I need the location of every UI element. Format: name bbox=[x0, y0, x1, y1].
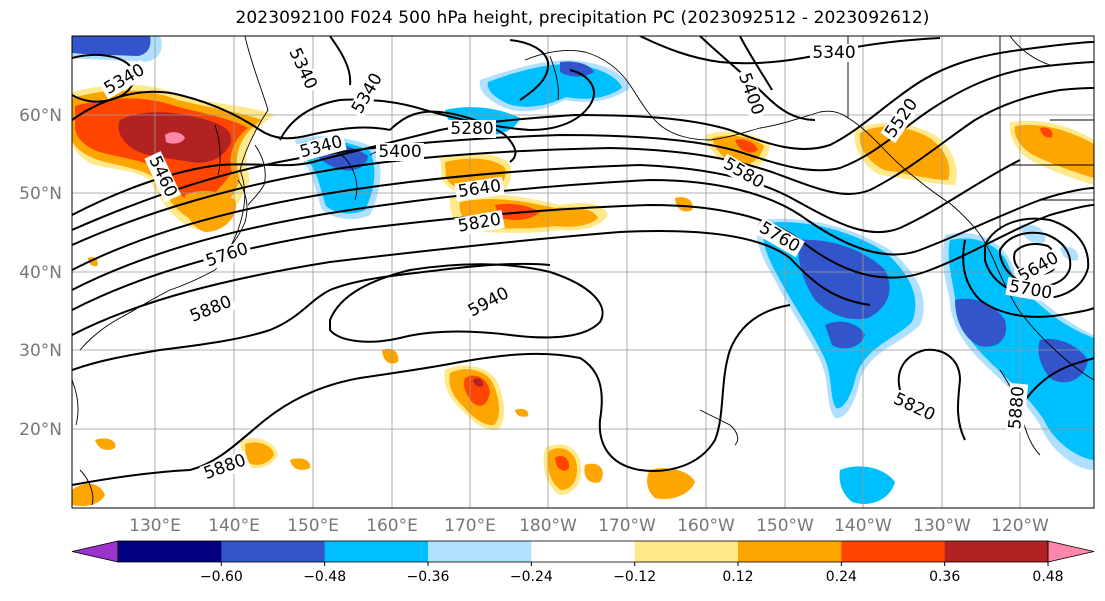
colorbar-extend-high bbox=[1047, 540, 1095, 563]
lat-tick-label: 40°N bbox=[19, 263, 62, 283]
colorbar-tick-label: −0.24 bbox=[510, 569, 553, 585]
colorbar-tick-label: 0.24 bbox=[826, 569, 857, 585]
map-content: 5340 5340 5340 5340 5340 5280 5400 5400 … bbox=[72, 36, 1094, 508]
colorbar-tick-label: −0.60 bbox=[200, 569, 243, 585]
contour-label: 5880 bbox=[1005, 385, 1029, 430]
lon-tick-label: 150°E bbox=[287, 516, 339, 536]
lat-tick-label: 30°N bbox=[19, 341, 62, 361]
colorbar-segment bbox=[118, 541, 222, 562]
colorbar-segment bbox=[428, 541, 532, 562]
lon-tick-label: 130°W bbox=[913, 516, 971, 536]
contour-label: 5280 bbox=[450, 119, 493, 139]
contour-label: 5400 bbox=[378, 142, 421, 162]
lon-tick-label: 150°W bbox=[756, 516, 814, 536]
colorbar-segment bbox=[944, 541, 1049, 562]
lon-tick-label: 170°W bbox=[598, 516, 656, 536]
colorbar-tick-label: 0.12 bbox=[722, 569, 753, 585]
latitude-axis: 60°N 50°N 40°N 30°N 20°N bbox=[19, 106, 62, 440]
contour-label: 5340 bbox=[812, 43, 855, 63]
colorbar-tick-label: −0.12 bbox=[613, 569, 656, 585]
lon-tick-label: 160°E bbox=[366, 516, 418, 536]
lon-tick-label: 140°W bbox=[834, 516, 892, 536]
colorbar-segment bbox=[738, 541, 842, 562]
lon-tick-label: 170°E bbox=[444, 516, 496, 536]
map-frame bbox=[71, 35, 1095, 509]
lat-tick-label: 50°N bbox=[19, 184, 62, 204]
lon-tick-label: 120°W bbox=[991, 516, 1049, 536]
colorbar-segment bbox=[221, 541, 326, 562]
colorbar-segment bbox=[531, 541, 636, 562]
map-title: 2023092100 F024 500 hPa height, precipit… bbox=[235, 8, 930, 28]
colorbar: −0.60 −0.48 −0.36 −0.24 −0.12 0.12 0.24 0.36 0.4… bbox=[71, 540, 1095, 585]
colorbar-tick-label: 0.48 bbox=[1032, 569, 1063, 585]
height-contours bbox=[72, 36, 1094, 486]
colorbar-segment bbox=[841, 541, 946, 562]
lat-tick-label: 60°N bbox=[19, 106, 62, 126]
lon-tick-label: 130°E bbox=[129, 516, 181, 536]
colorbar-extend-low bbox=[71, 540, 119, 563]
precip-positive-shading bbox=[72, 84, 1094, 507]
colorbar-frame bbox=[117, 540, 1049, 563]
colorbar-tick-label: 0.36 bbox=[929, 569, 960, 585]
lon-tick-label: 140°E bbox=[208, 516, 260, 536]
lon-tick-label: 180°W bbox=[519, 516, 577, 536]
lon-tick-label: 160°W bbox=[677, 516, 735, 536]
colorbar-segment bbox=[324, 541, 429, 562]
colorbar-segment bbox=[634, 541, 739, 562]
colorbar-tick-label: −0.36 bbox=[407, 569, 450, 585]
colorbar-tick-label: −0.48 bbox=[303, 569, 346, 585]
lat-tick-label: 20°N bbox=[19, 420, 62, 440]
longitude-axis: 130°E 140°E 150°E 160°E 170°E 180°W 170°… bbox=[129, 516, 1049, 536]
